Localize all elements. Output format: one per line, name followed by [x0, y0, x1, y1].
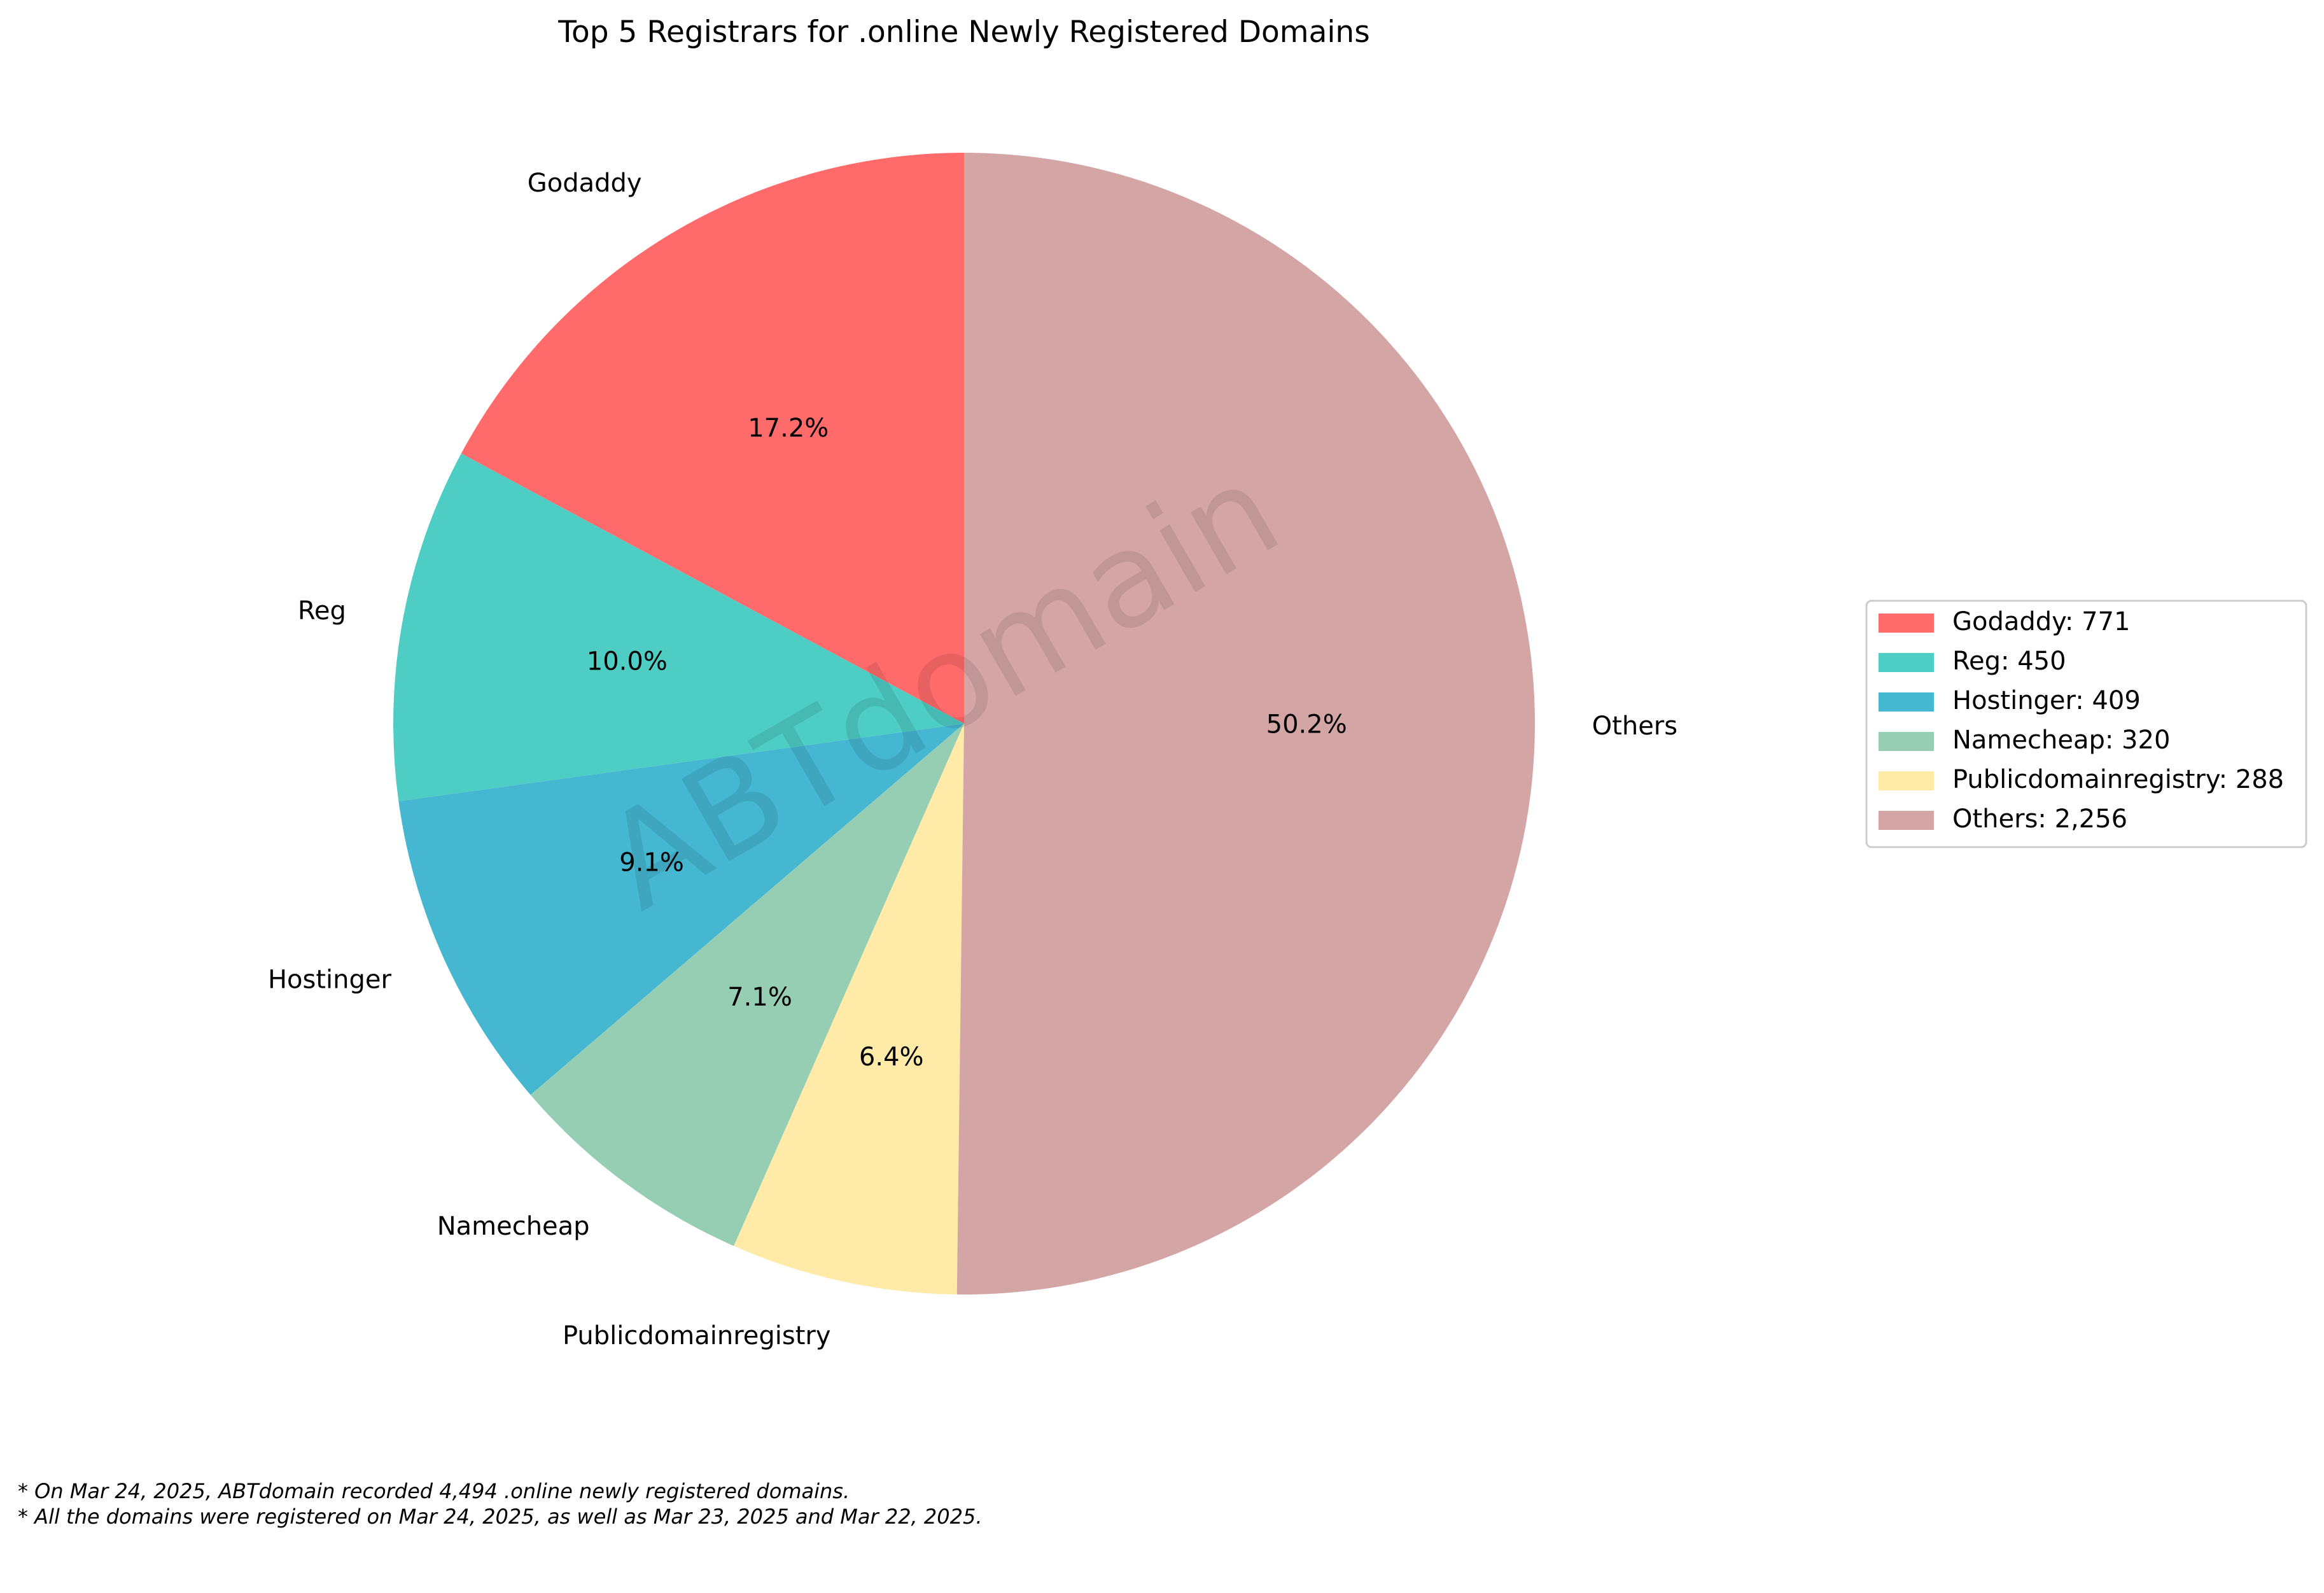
pct-label-namecheap: 7.1%: [727, 983, 792, 1012]
legend-label-publicdomainregistry: Publicdomainregistry: 288: [1952, 765, 2284, 794]
legend: Godaddy: 771 Reg: 450 Hostinger: 409 Namech…: [1865, 600, 2307, 848]
footnote-2: * All the domains were registered on Mar…: [18, 1505, 983, 1529]
pct-label-publicdomainregistry: 6.4%: [859, 1042, 924, 1072]
slice-godaddy: [461, 153, 964, 724]
slice-hostinger: [398, 724, 964, 1095]
slice-others: [956, 153, 1535, 1295]
slice-reg: [393, 453, 964, 801]
percentage-labels: 17.2% 10.0% 9.1% 7.1% 6.4% 50.2%: [587, 414, 1347, 1072]
slice-label-others: Others: [1592, 712, 1677, 741]
slice-labels: Godaddy Reg Hostinger Namecheap Publicdomain…: [268, 169, 1677, 1351]
legend-label-reg: Reg: 450: [1952, 647, 2066, 676]
legend-swatch-namecheap: [1879, 732, 1934, 751]
legend-swatch-others: [1879, 811, 1934, 830]
pct-label-hostinger: 9.1%: [619, 848, 684, 878]
pct-label-others: 50.2%: [1266, 710, 1347, 739]
slice-label-godaddy: Godaddy: [528, 169, 642, 198]
slice-label-publicdomainregistry: Publicdomainregistry: [563, 1321, 831, 1351]
legend-label-hostinger: Hostinger: 409: [1952, 686, 2141, 715]
slice-publicdomainregistry: [734, 724, 964, 1295]
pie-slices: [393, 153, 1535, 1295]
legend-label-namecheap: Namecheap: 320: [1952, 726, 2170, 755]
slice-label-hostinger: Hostinger: [268, 965, 392, 994]
footnote-1: * On Mar 24, 2025, ABTdomain recorded 4,…: [18, 1479, 850, 1503]
legend-label-others: Others: 2,256: [1952, 804, 2127, 834]
pct-label-godaddy: 17.2%: [748, 414, 829, 443]
legend-label-godaddy: Godaddy: 771: [1952, 607, 2130, 636]
legend-swatch-reg: [1879, 653, 1934, 672]
legend-items: Godaddy: 771 Reg: 450 Hostinger: 409 Namech…: [1879, 607, 2284, 834]
legend-swatch-publicdomainregistry: [1879, 771, 1934, 790]
legend-frame: [1865, 600, 2307, 848]
slice-label-reg: Reg: [298, 596, 346, 626]
slice-label-namecheap: Namecheap: [437, 1212, 590, 1241]
slice-namecheap: [530, 724, 964, 1246]
pct-label-reg: 10.0%: [587, 647, 668, 677]
chart-title: Top 5 Registrars for .online Newly Regis…: [557, 15, 1369, 50]
legend-swatch-godaddy: [1879, 614, 1934, 633]
legend-swatch-hostinger: [1879, 692, 1934, 712]
